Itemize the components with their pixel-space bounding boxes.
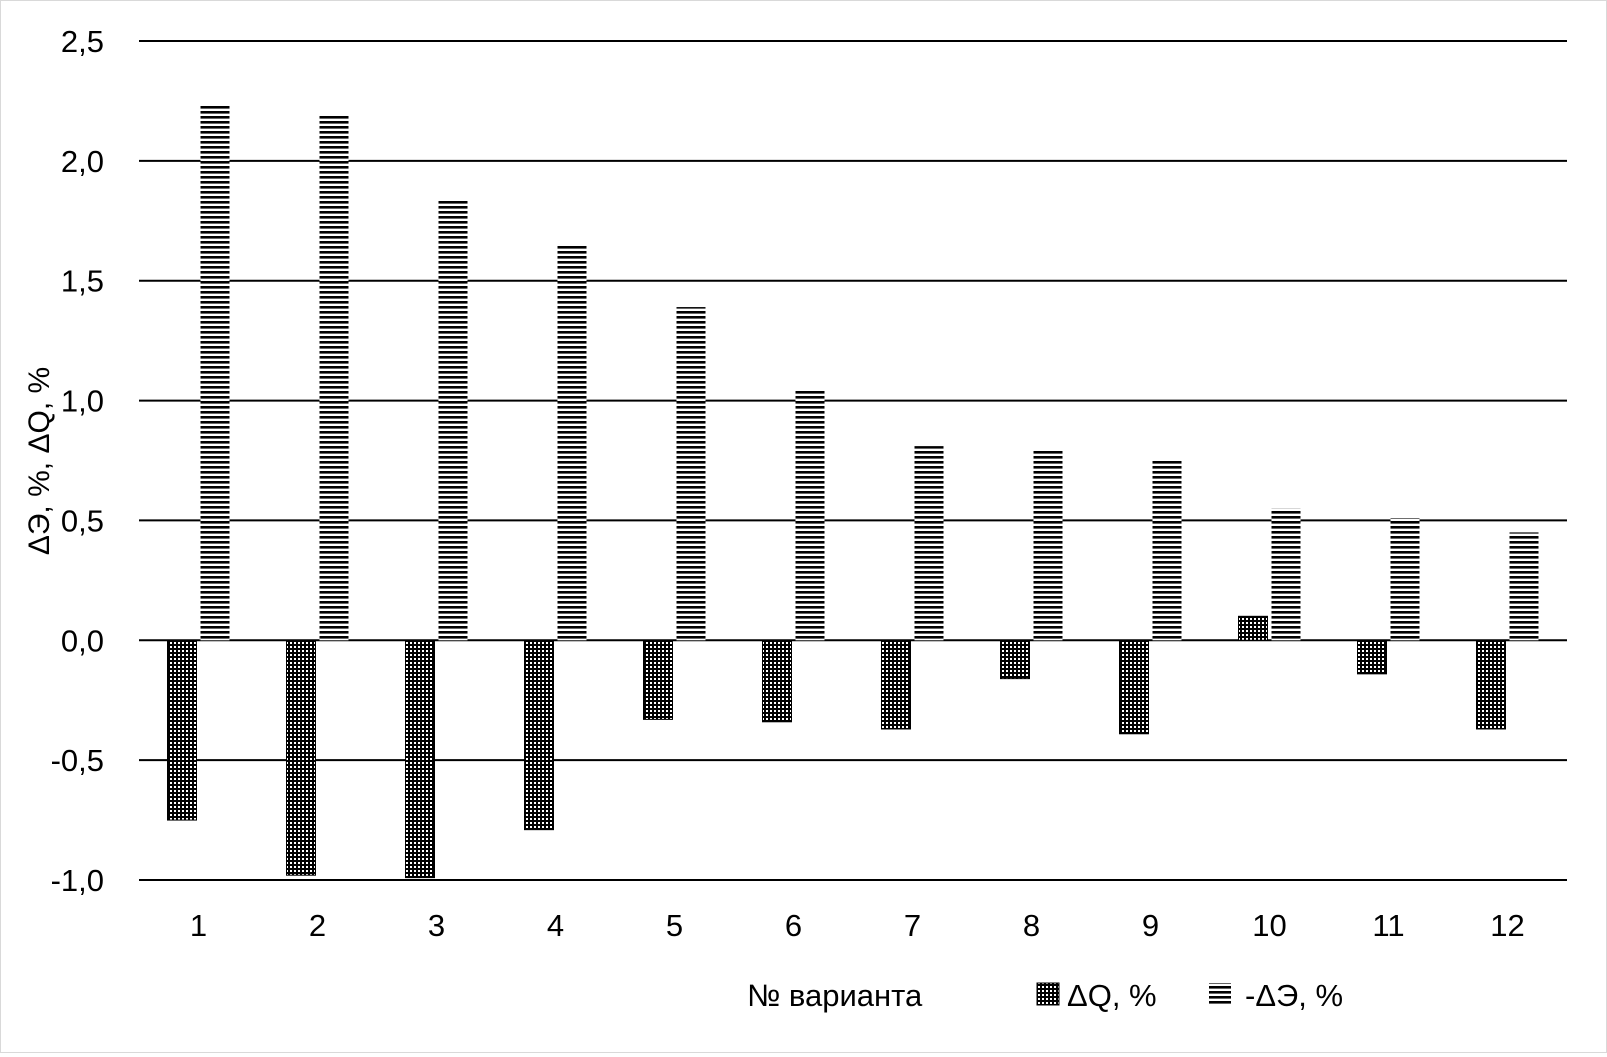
legend-label-dq: ΔQ, % <box>1067 978 1157 1013</box>
x-tick-label: 7 <box>904 908 921 943</box>
bar-de <box>1152 460 1182 641</box>
bar-dq <box>167 639 197 821</box>
bar-de <box>438 199 468 641</box>
bar-de <box>1033 450 1063 641</box>
x-tick-label: 8 <box>1023 908 1040 943</box>
bar-dq <box>643 639 673 720</box>
bar-dq <box>881 639 911 730</box>
x-tick-label: 11 <box>1372 908 1404 943</box>
bar-de <box>200 105 230 641</box>
x-tick-label: 5 <box>666 908 683 943</box>
y-axis-label: ΔЭ, %, ΔQ, % <box>23 367 56 555</box>
legend-swatch-dq <box>1036 982 1060 1006</box>
gridlines <box>139 40 1567 881</box>
x-axis-label: № варианта <box>747 978 923 1013</box>
bar-dq <box>1238 615 1268 641</box>
bar-de <box>319 115 349 641</box>
legend: № варианта ΔQ, % -ΔЭ, % <box>747 978 1343 1013</box>
y-tick-label: 1,0 <box>61 384 104 419</box>
bar-de <box>557 244 587 641</box>
bar-dq <box>286 639 316 876</box>
bar-de <box>795 390 825 641</box>
bar-de <box>1271 508 1301 641</box>
bar-de <box>676 307 706 641</box>
y-tick-label: 0,5 <box>61 503 104 538</box>
y-tick-label: 2,0 <box>61 144 104 179</box>
x-tick-label: 9 <box>1142 908 1159 943</box>
x-tick-label: 6 <box>785 908 802 943</box>
bar-dq <box>1119 639 1149 735</box>
bar-dq <box>405 639 435 879</box>
x-tick-label: 1 <box>190 908 207 943</box>
bar-dq <box>1357 639 1387 675</box>
bar-dq <box>1476 639 1506 730</box>
x-tick-label: 10 <box>1252 908 1286 943</box>
x-tick-label: 3 <box>428 908 445 943</box>
x-tick-label: 2 <box>309 908 326 943</box>
bar-de <box>1390 518 1420 641</box>
bars <box>167 105 1539 879</box>
bar-dq <box>1000 639 1030 680</box>
y-tick-label: 0,0 <box>61 623 104 658</box>
legend-label-de: -ΔЭ, % <box>1245 978 1343 1013</box>
x-tick-label: 12 <box>1490 908 1524 943</box>
bar-dq <box>524 639 554 831</box>
bar-de <box>914 446 944 641</box>
y-tick-labels: 2,5 2,0 1,5 1,0 0,5 0,0 -0,5 -1,0 <box>51 24 104 898</box>
y-tick-label: -1,0 <box>51 863 104 898</box>
bar-de <box>1509 532 1539 641</box>
x-tick-label: 4 <box>547 908 564 943</box>
y-tick-label: -0,5 <box>51 743 104 778</box>
x-tick-labels: 1 2 3 4 5 6 7 8 9 10 11 12 <box>190 908 1525 943</box>
legend-swatch-de <box>1209 983 1231 1005</box>
bar-dq <box>762 639 792 723</box>
y-tick-label: 2,5 <box>61 24 104 59</box>
y-tick-label: 1,5 <box>61 264 104 299</box>
